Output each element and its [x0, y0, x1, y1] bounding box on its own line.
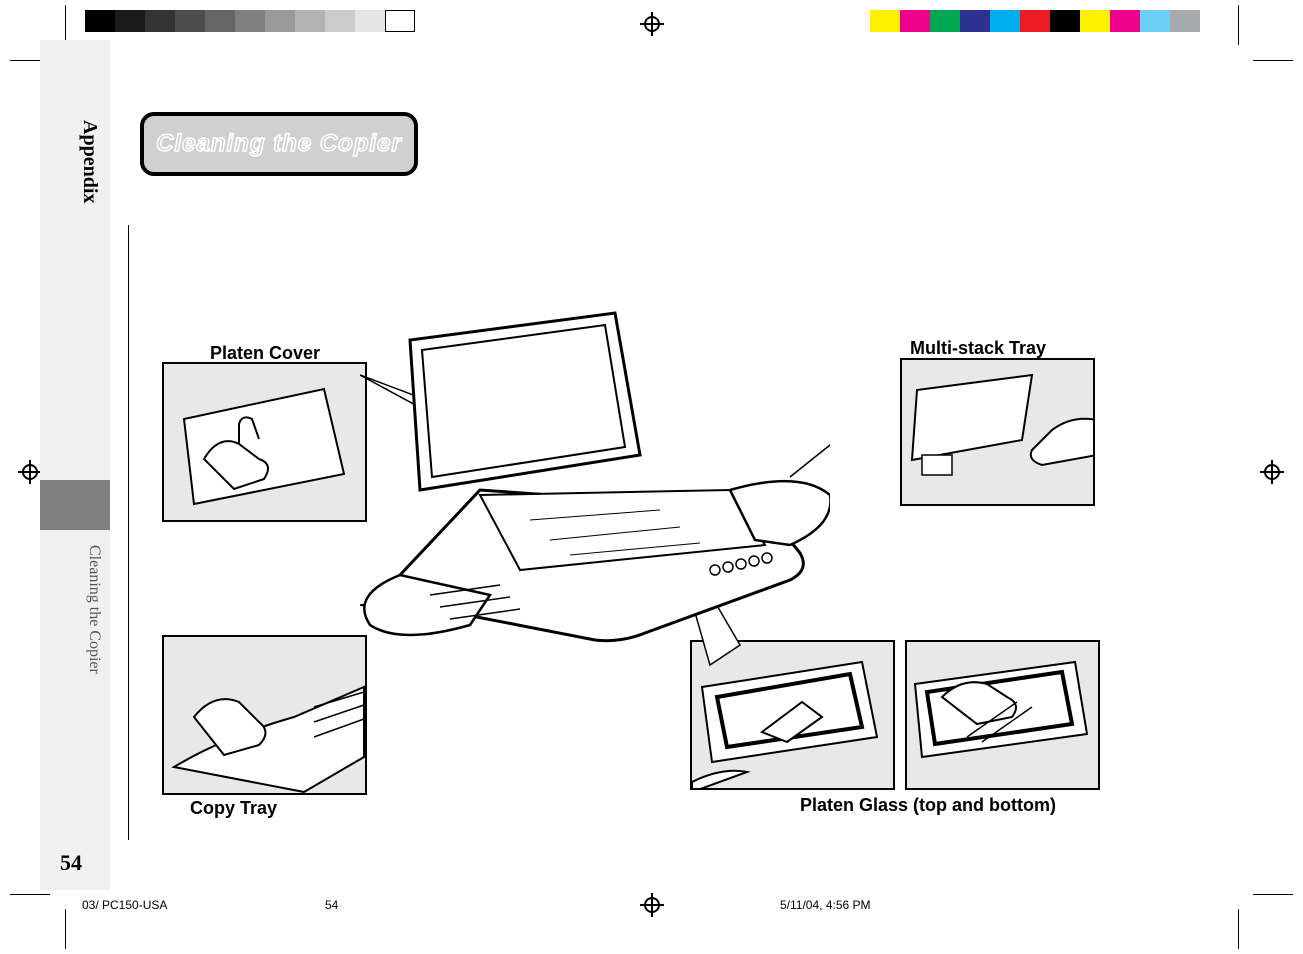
crop-mark	[1238, 909, 1239, 949]
registration-mark-icon	[1260, 460, 1284, 484]
sidebar-dark-band	[40, 480, 110, 530]
figure-multi-stack-tray	[900, 358, 1095, 506]
sidebar-section-title: Appendix	[78, 120, 101, 203]
footer-doc-id: 03/ PC150-USA	[82, 898, 167, 912]
figure-platen-cover	[162, 362, 367, 522]
figure-copy-tray	[162, 635, 367, 795]
page-number: 54	[60, 850, 82, 876]
color-swatch-bar	[870, 10, 1200, 32]
footer-page: 54	[325, 898, 338, 912]
page-heading-box: Cleaning the Copier	[140, 112, 418, 176]
figure-main-copier	[360, 295, 830, 675]
crop-mark	[65, 909, 66, 949]
crop-mark	[10, 894, 50, 895]
registration-mark-icon	[640, 893, 664, 917]
registration-mark-icon	[18, 460, 42, 484]
content-divider	[128, 225, 129, 840]
crop-mark	[1238, 5, 1239, 45]
label-platen-glass: Platen Glass (top and bottom)	[800, 795, 1056, 816]
figure-platen-glass-bottom	[905, 640, 1100, 790]
label-platen-cover: Platen Cover	[210, 343, 320, 364]
crop-mark	[65, 5, 66, 45]
label-multi-stack-tray: Multi-stack Tray	[910, 338, 1046, 359]
crop-mark	[1253, 60, 1293, 61]
page-heading: Cleaning the Copier	[156, 130, 402, 158]
footer-datetime: 5/11/04, 4:56 PM	[780, 898, 871, 912]
grayscale-swatch-bar	[85, 10, 415, 32]
registration-mark-icon	[640, 12, 664, 36]
crop-mark	[1253, 894, 1293, 895]
sidebar-page-title: Cleaning the Copier	[85, 545, 103, 674]
label-copy-tray: Copy Tray	[190, 798, 277, 819]
